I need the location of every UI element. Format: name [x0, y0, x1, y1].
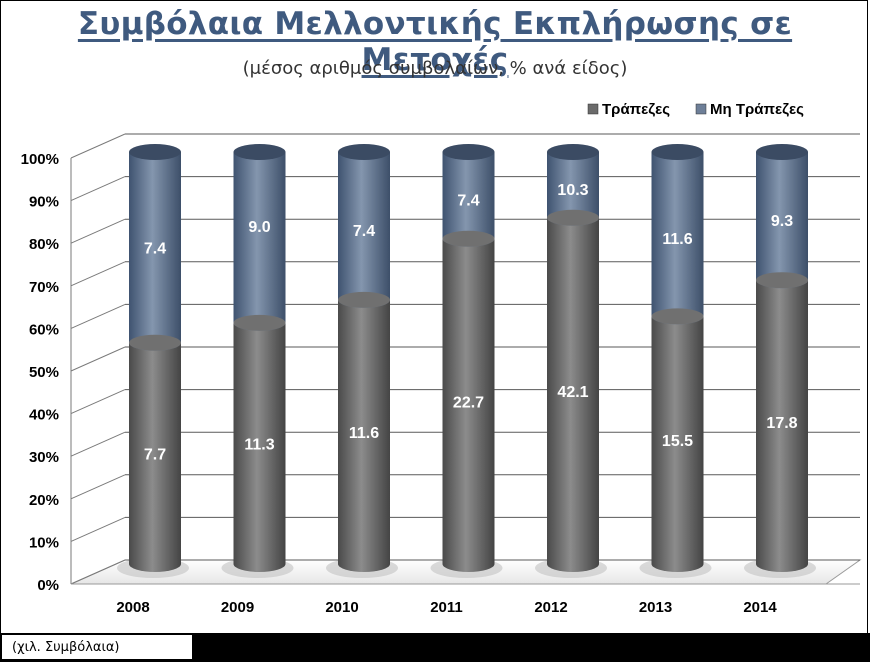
x-tick-label: 2008: [116, 599, 149, 616]
x-tick-label: 2013: [639, 599, 672, 616]
legend-swatch: [695, 103, 707, 115]
chart-subtitle: (μέσος αριθμός συμβολαίων, % ανά είδος): [242, 58, 628, 79]
y-tick-label: 0%: [37, 577, 59, 594]
data-label-non-banks: 11.6: [662, 231, 692, 248]
bar-segment-non-banks: [547, 152, 599, 226]
data-label-banks: 17.8: [766, 415, 797, 432]
bar-segment-non-banks: [233, 152, 286, 331]
data-label-banks: 7.7: [144, 446, 166, 463]
bar-stack-2011: [430, 144, 503, 578]
y-tick-label: 50%: [29, 364, 59, 381]
data-label-banks: 15.5: [662, 433, 693, 450]
axis-depth-line: [70, 218, 126, 244]
bar-top-cap: [442, 144, 495, 160]
y-tick-label: 40%: [29, 407, 59, 424]
legend-swatch: [587, 103, 599, 115]
bar-top-cap: [547, 144, 599, 160]
y-tick-label: 80%: [29, 236, 59, 253]
bar-segment-banks: [547, 217, 599, 573]
data-label-banks: 22.7: [453, 394, 484, 411]
bar-top-cap: [756, 144, 808, 160]
data-label-non-banks: 7.4: [353, 223, 375, 240]
bar-stack-2014: [744, 144, 816, 578]
axis-depth-line: [70, 559, 126, 585]
bar-segment-non-banks: [129, 152, 181, 351]
y-tick-label: 70%: [29, 279, 59, 296]
data-label-non-banks: 10.3: [557, 182, 588, 199]
data-label-non-banks: 9.0: [248, 219, 270, 236]
axis-depth-line: [70, 133, 126, 159]
y-tick-label: 10%: [29, 534, 59, 551]
x-tick-label: 2011: [430, 599, 463, 616]
bar-segment-banks: [651, 316, 704, 572]
bar-segment-banks: [442, 238, 495, 572]
bar-split-cap: [547, 209, 599, 226]
data-label-banks: 11.3: [244, 436, 274, 453]
bar-stack-2013: [639, 144, 712, 578]
axis-depth-line: [70, 176, 126, 202]
axis-depth-line: [70, 303, 126, 329]
axis-depth-line: [70, 346, 126, 372]
bar-split-cap: [442, 230, 495, 247]
bar-segment-non-banks: [338, 152, 390, 308]
data-label-non-banks: 9.3: [771, 213, 793, 230]
data-label-banks: 11.6: [349, 425, 379, 442]
bar-top-cap: [233, 144, 286, 160]
x-tick-label: 2009: [221, 599, 254, 616]
bar-top-cap: [338, 144, 390, 160]
bar-segment-non-banks: [442, 152, 495, 247]
bar-stack-2010: [326, 144, 398, 578]
axis-depth-line: [70, 516, 126, 542]
bar-segment-non-banks: [651, 152, 704, 325]
bar-segment-banks: [233, 322, 286, 572]
legend-label: Τράπεζες: [602, 101, 670, 118]
bar-segment-banks: [129, 342, 181, 572]
bar-segment-non-banks: [756, 152, 808, 289]
data-label-banks: 42.1: [557, 384, 588, 401]
data-label-non-banks: 7.4: [144, 240, 166, 257]
axis-depth-line: [70, 474, 126, 500]
x-tick-label: 2014: [743, 599, 777, 616]
x-tick-label: 2010: [325, 599, 358, 616]
chart-title: Συμβόλαια Μελλοντικής Εκπλήρωσης σε Μετο…: [77, 6, 793, 78]
bar-split-cap: [233, 314, 286, 331]
axis-depth-line: [70, 431, 126, 457]
axis-depth-line: [70, 261, 126, 287]
bar-stack-2009: [221, 144, 294, 578]
x-tick-label: 2012: [534, 599, 567, 616]
data-label-non-banks: 7.4: [457, 192, 479, 209]
bar-segment-banks: [338, 299, 390, 572]
y-tick-label: 20%: [29, 492, 59, 509]
bar-top-cap: [651, 144, 704, 160]
bar-split-cap: [129, 334, 181, 351]
footnote: (χιλ. Συμβόλαια): [1, 634, 193, 660]
axis-depth-line: [70, 389, 126, 415]
bar-segment-banks: [756, 280, 808, 572]
y-tick-label: 30%: [29, 449, 59, 466]
bar-split-cap: [756, 272, 808, 289]
y-tick-label: 90%: [29, 194, 59, 211]
bar-top-cap: [129, 144, 181, 160]
legend-label: Μη Τράπεζες: [710, 101, 804, 118]
bar-stack-2008: [117, 144, 189, 578]
bar-stack-2012: [535, 144, 607, 578]
bar-split-cap: [651, 308, 704, 325]
bar-split-cap: [338, 291, 390, 308]
y-tick-label: 60%: [29, 321, 59, 338]
y-tick-label: 100%: [21, 151, 59, 168]
